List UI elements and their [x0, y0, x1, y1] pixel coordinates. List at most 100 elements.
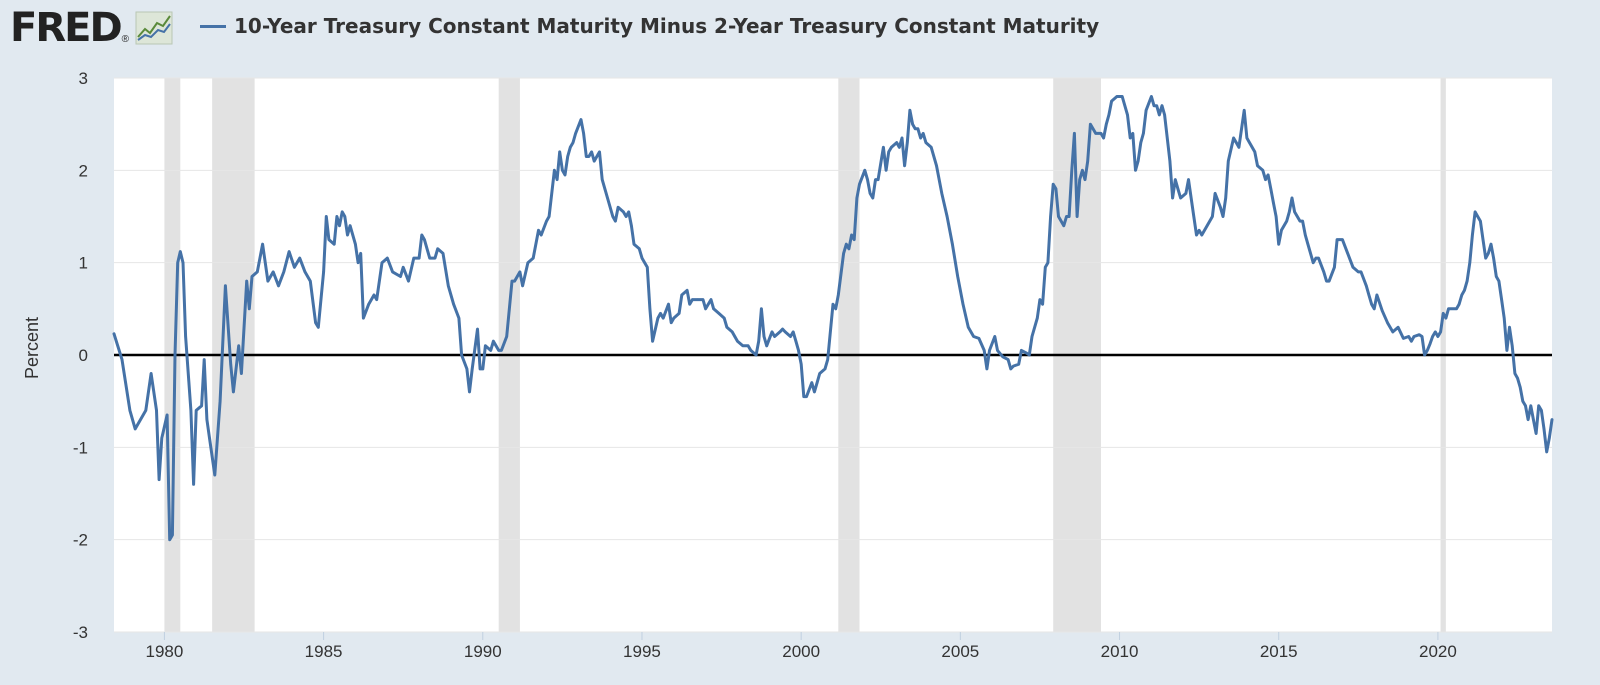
data-point	[993, 335, 996, 338]
data-point	[659, 312, 662, 315]
data-point	[1235, 141, 1238, 144]
data-point	[802, 395, 805, 398]
data-point	[1359, 270, 1363, 274]
data-point	[1468, 261, 1472, 264]
data-point	[1171, 196, 1174, 200]
data-point	[1036, 316, 1039, 320]
data-point	[760, 307, 763, 310]
data-point	[1184, 192, 1188, 195]
data-point	[1503, 316, 1506, 320]
data-point	[256, 270, 259, 274]
data-point	[1293, 210, 1296, 214]
data-point	[1410, 340, 1413, 343]
data-point	[1412, 335, 1416, 338]
data-point	[1272, 201, 1275, 204]
data-point	[1131, 132, 1135, 135]
data-point	[1083, 178, 1087, 181]
data-point	[561, 169, 564, 172]
data-point	[423, 238, 426, 241]
data-point	[1176, 187, 1180, 190]
data-point	[492, 340, 495, 343]
data-point	[266, 279, 270, 283]
data-point	[489, 349, 492, 352]
data-point	[261, 243, 264, 246]
data-point	[181, 261, 185, 264]
y-tick-label: -1	[73, 438, 88, 457]
data-point	[1211, 215, 1214, 218]
data-point	[1489, 243, 1493, 246]
data-point	[157, 478, 161, 481]
data-point	[1524, 404, 1527, 407]
data-point	[362, 316, 365, 320]
data-point	[1086, 159, 1089, 163]
data-point	[510, 279, 514, 283]
data-point	[1046, 261, 1050, 264]
data-point	[648, 307, 652, 310]
data-point	[282, 270, 285, 274]
data-point	[1457, 303, 1461, 306]
data-point	[563, 173, 567, 177]
data-point	[911, 123, 914, 126]
data-point	[497, 349, 500, 352]
data-point	[1484, 256, 1487, 260]
data-point	[1057, 215, 1060, 218]
data-point	[908, 109, 912, 112]
data-point	[1025, 352, 1028, 355]
data-point	[407, 279, 410, 283]
data-point	[651, 340, 654, 343]
data-point	[412, 256, 415, 260]
data-point	[1381, 309, 1384, 312]
data-point	[468, 390, 471, 394]
data-point	[1351, 266, 1355, 269]
data-point	[638, 247, 641, 250]
data-point	[1439, 330, 1442, 334]
data-point	[465, 367, 469, 371]
data-point	[189, 409, 193, 412]
data-point	[1187, 178, 1190, 181]
data-point	[900, 136, 904, 140]
data-point	[229, 363, 232, 366]
data-point	[1473, 210, 1477, 214]
data-point	[868, 192, 872, 195]
data-point	[1288, 210, 1291, 214]
data-point	[1476, 215, 1479, 218]
data-point	[139, 418, 142, 421]
data-point	[853, 238, 856, 241]
data-point	[1431, 335, 1434, 338]
data-point	[746, 344, 750, 347]
data-point	[1205, 224, 1209, 227]
data-point	[1179, 196, 1182, 200]
data-point	[616, 206, 620, 209]
data-point	[1465, 279, 1469, 283]
data-point	[988, 349, 991, 352]
data-point	[1075, 215, 1079, 218]
data-point	[545, 219, 548, 223]
x-tick-label: 1995	[623, 642, 661, 661]
data-point	[1495, 275, 1498, 278]
data-point	[996, 349, 999, 352]
data-point	[1434, 330, 1437, 334]
data-point	[866, 178, 869, 181]
data-point	[1317, 256, 1320, 260]
fred-logo[interactable]: FRED ®	[10, 5, 173, 51]
data-point	[134, 427, 137, 431]
data-point	[1402, 337, 1405, 340]
data-point	[895, 141, 898, 144]
chart-legend[interactable]: 10-Year Treasury Constant Maturity Minus…	[200, 14, 1099, 38]
data-point	[1418, 333, 1421, 336]
data-point	[585, 155, 588, 158]
data-point	[171, 533, 174, 537]
data-point	[555, 178, 559, 181]
x-tick-label: 2010	[1101, 642, 1139, 661]
data-point	[569, 146, 572, 149]
data-point	[1041, 303, 1044, 306]
y-tick-label: -3	[73, 623, 88, 642]
data-point	[1420, 335, 1424, 338]
data-point	[1020, 349, 1023, 352]
data-point	[341, 210, 344, 214]
data-point	[327, 238, 331, 241]
data-point	[579, 118, 583, 121]
data-point	[1335, 238, 1339, 241]
data-point	[1426, 349, 1429, 352]
data-point	[1365, 284, 1368, 287]
